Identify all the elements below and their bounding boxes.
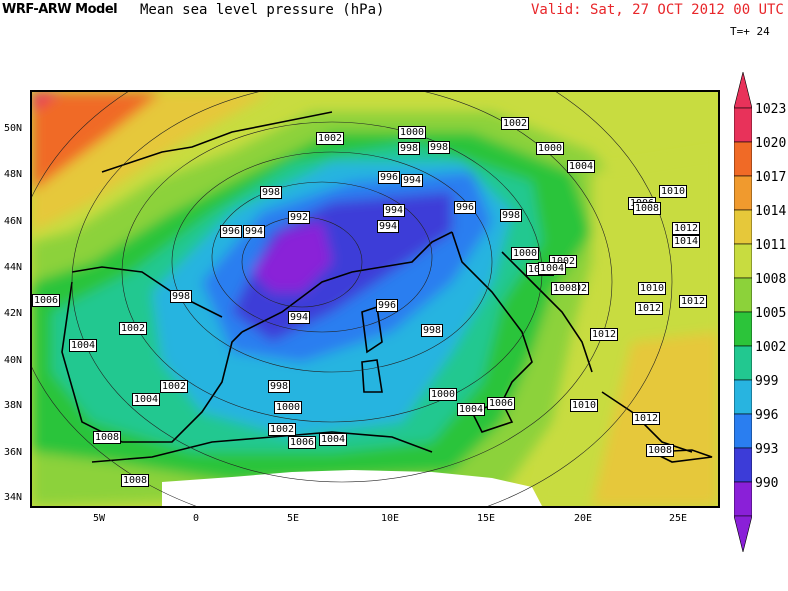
lon-label: 20E xyxy=(573,513,593,524)
color-bar-label: 1017 xyxy=(755,170,787,185)
color-bar-label: 996 xyxy=(755,408,779,423)
isobar-label: 1002 xyxy=(316,132,345,145)
isobar-label: 996 xyxy=(454,201,477,214)
isobar-label: 1008 xyxy=(633,202,662,215)
isobar-label: 998 xyxy=(421,324,444,337)
isobar-label: 1012 xyxy=(635,302,664,315)
isobar-label: 1008 xyxy=(121,474,150,487)
isobar-label: 994 xyxy=(377,220,400,233)
isobar-label: 1004 xyxy=(132,393,161,406)
pressure-field xyxy=(32,92,718,506)
lat-label: 44N xyxy=(4,262,23,273)
isobar-label: 1004 xyxy=(457,403,486,416)
lat-label: 50N xyxy=(4,123,23,134)
isobar-label: 1012 xyxy=(632,412,661,425)
color-bar-segment xyxy=(734,481,752,517)
isobar-label: 1012 xyxy=(679,295,708,308)
isobar-label: 998 xyxy=(500,209,523,222)
isobar-label: 1004 xyxy=(538,262,567,275)
lat-label: 46N xyxy=(4,216,23,227)
isobar-label: 1008 xyxy=(551,282,580,295)
isobar-label: 994 xyxy=(243,225,266,238)
isobar-label: 1010 xyxy=(659,185,688,198)
isobar-label: 1010 xyxy=(638,282,667,295)
isobar-label: 1006 xyxy=(487,397,516,410)
isobar-label: 1008 xyxy=(646,444,675,457)
isobar-label: 1012 xyxy=(590,328,619,341)
isobar-label: 996 xyxy=(376,299,399,312)
isobar-label: 1002 xyxy=(268,423,297,436)
lon-label: 5W xyxy=(92,513,106,524)
color-bar-label: 1008 xyxy=(755,272,787,287)
isobar-label: 1006 xyxy=(288,436,317,449)
isobar-label: 1000 xyxy=(274,401,303,414)
color-bar-label: 1011 xyxy=(755,238,787,253)
isobar-label: 1000 xyxy=(429,388,458,401)
color-bar-segment xyxy=(734,345,752,381)
forecast-step: T=+ 24 xyxy=(730,25,770,38)
isobar-label: 998 xyxy=(428,141,451,154)
isobar-label: 1008 xyxy=(93,431,122,444)
color-bar-label: 1014 xyxy=(755,204,787,219)
isobar-label: 1000 xyxy=(398,126,427,139)
field-title: Mean sea level pressure (hPa) xyxy=(140,2,385,18)
isobar-label: 1010 xyxy=(570,399,599,412)
lat-label: 48N xyxy=(4,169,23,180)
color-bar-label: 999 xyxy=(755,374,779,389)
color-bar xyxy=(734,72,752,552)
isobar-label: 996 xyxy=(378,171,401,184)
color-bar-segment xyxy=(734,243,752,279)
isobar-label: 994 xyxy=(383,204,406,217)
isobar-label: 1000 xyxy=(511,247,540,260)
isobar-label: 1000 xyxy=(536,142,565,155)
lon-label: 25E xyxy=(668,513,688,524)
lat-label: 34N xyxy=(4,492,23,503)
color-bar-segment xyxy=(734,277,752,313)
color-bar-segment xyxy=(734,209,752,245)
lon-label: 15E xyxy=(476,513,496,524)
lat-label: 38N xyxy=(4,400,23,411)
pressure-map: 1002 1000 998 1002 1000 1004 998 996 994… xyxy=(30,90,720,508)
lat-label: 42N xyxy=(4,308,23,319)
color-bar-segment xyxy=(734,413,752,449)
color-bar-segment xyxy=(734,379,752,415)
lat-label: 36N xyxy=(4,447,23,458)
isobar-label: 994 xyxy=(288,311,311,324)
color-bar-label: 1023 xyxy=(755,102,787,117)
color-bar-label: 1005 xyxy=(755,306,787,321)
isobar-label: 1014 xyxy=(672,235,701,248)
isobar-label: 996 xyxy=(220,225,243,238)
isobar-label: 1004 xyxy=(319,433,348,446)
color-bar-top-arrow xyxy=(734,72,752,109)
isobar-label: 1006 xyxy=(32,294,61,307)
isobar-label: 994 xyxy=(401,174,424,187)
color-bar-segment xyxy=(734,107,752,143)
isobar-label: 1012 xyxy=(672,222,701,235)
lat-label: 40N xyxy=(4,355,23,366)
color-bar-label: 993 xyxy=(755,442,779,457)
isobar-label: 1002 xyxy=(160,380,189,393)
lon-label: 5E xyxy=(286,513,300,524)
isobar-label: 1004 xyxy=(567,160,596,173)
color-bar-segment xyxy=(734,447,752,483)
isobar-label: 998 xyxy=(398,142,421,155)
lon-label: 10E xyxy=(380,513,400,524)
isobar-label: 998 xyxy=(268,380,291,393)
isobar-label: 992 xyxy=(288,211,311,224)
color-bar-label: 1020 xyxy=(755,136,787,151)
color-bar-label: 990 xyxy=(755,476,779,491)
isobar-label: 1002 xyxy=(501,117,530,130)
isobar-label: 998 xyxy=(170,290,193,303)
isobar-label: 1002 xyxy=(119,322,148,335)
model-name: WRF-ARW Model xyxy=(2,2,118,17)
isobar-label: 998 xyxy=(260,186,283,199)
color-bar-bottom-arrow xyxy=(734,515,752,552)
valid-time: Valid: Sat, 27 OCT 2012 00 UTC xyxy=(531,2,784,18)
lon-label: 0 xyxy=(192,513,200,524)
color-bar-segment xyxy=(734,311,752,347)
color-bar-label: 1002 xyxy=(755,340,787,355)
color-bar-segment xyxy=(734,141,752,177)
isobar-label: 1004 xyxy=(69,339,98,352)
color-bar-segment xyxy=(734,175,752,211)
